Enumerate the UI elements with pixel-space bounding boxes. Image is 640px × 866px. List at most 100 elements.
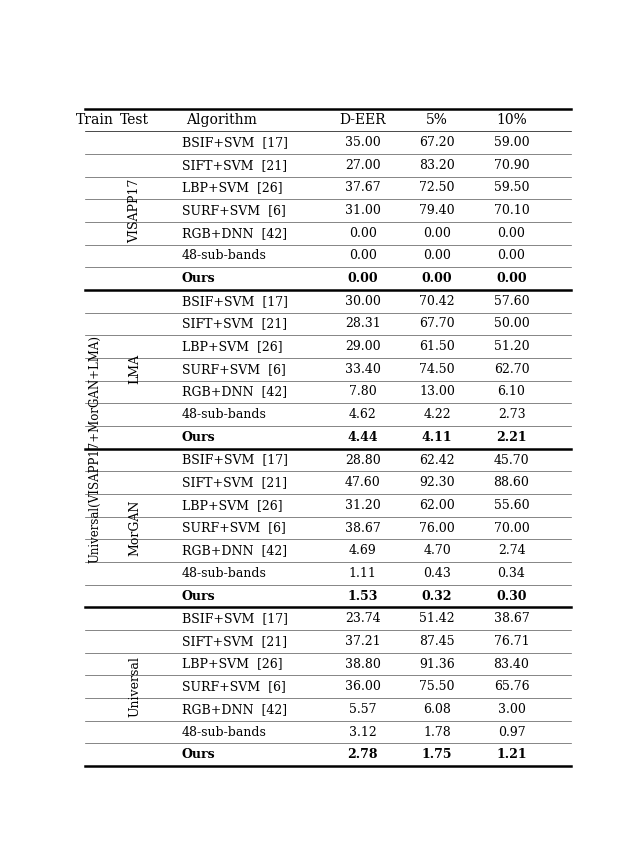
Text: 13.00: 13.00: [419, 385, 455, 398]
Text: BSIF+SVM  [17]: BSIF+SVM [17]: [182, 612, 288, 625]
Text: 48-sub-bands: 48-sub-bands: [182, 408, 266, 421]
Text: 0.00: 0.00: [497, 249, 525, 262]
Text: 50.00: 50.00: [493, 318, 529, 331]
Text: 79.40: 79.40: [419, 204, 455, 217]
Text: 0.97: 0.97: [498, 726, 525, 739]
Text: 0.32: 0.32: [422, 590, 452, 603]
Text: 0.30: 0.30: [496, 590, 527, 603]
Text: 35.00: 35.00: [345, 136, 381, 149]
Text: RGB+DNN  [42]: RGB+DNN [42]: [182, 227, 287, 240]
Text: 83.40: 83.40: [493, 657, 529, 670]
Text: 55.60: 55.60: [493, 499, 529, 512]
Text: 70.42: 70.42: [419, 294, 455, 307]
Text: SURF+SVM  [6]: SURF+SVM [6]: [182, 521, 285, 534]
Text: 5%: 5%: [426, 113, 448, 127]
Text: 7.80: 7.80: [349, 385, 376, 398]
Text: 0.43: 0.43: [423, 567, 451, 580]
Text: 48-sub-bands: 48-sub-bands: [182, 567, 266, 580]
Text: Ours: Ours: [182, 272, 215, 285]
Text: BSIF+SVM  [17]: BSIF+SVM [17]: [182, 136, 288, 149]
Text: 27.00: 27.00: [345, 158, 381, 171]
Text: 1.21: 1.21: [496, 748, 527, 761]
Text: BSIF+SVM  [17]: BSIF+SVM [17]: [182, 294, 288, 307]
Text: 1.53: 1.53: [348, 590, 378, 603]
Text: 1.78: 1.78: [423, 726, 451, 739]
Text: 0.00: 0.00: [349, 249, 377, 262]
Text: 59.00: 59.00: [493, 136, 529, 149]
Text: SURF+SVM  [6]: SURF+SVM [6]: [182, 363, 285, 376]
Text: 76.71: 76.71: [493, 635, 529, 648]
Text: 74.50: 74.50: [419, 363, 455, 376]
Text: LBP+SVM  [26]: LBP+SVM [26]: [182, 340, 282, 353]
Text: LBP+SVM  [26]: LBP+SVM [26]: [182, 182, 282, 195]
Text: 4.22: 4.22: [423, 408, 451, 421]
Text: 45.70: 45.70: [493, 454, 529, 467]
Text: 62.00: 62.00: [419, 499, 455, 512]
Text: 37.21: 37.21: [345, 635, 381, 648]
Text: 91.36: 91.36: [419, 657, 455, 670]
Text: RGB+DNN  [42]: RGB+DNN [42]: [182, 544, 287, 557]
Text: 4.11: 4.11: [422, 430, 452, 444]
Text: 59.50: 59.50: [494, 182, 529, 195]
Text: Universal: Universal: [128, 656, 141, 717]
Text: 92.30: 92.30: [419, 476, 455, 489]
Text: 51.42: 51.42: [419, 612, 455, 625]
Text: 75.50: 75.50: [419, 680, 455, 693]
Text: 0.34: 0.34: [497, 567, 525, 580]
Text: 5.57: 5.57: [349, 703, 376, 716]
Text: 0.00: 0.00: [348, 272, 378, 285]
Text: 4.69: 4.69: [349, 544, 376, 557]
Text: 51.20: 51.20: [493, 340, 529, 353]
Text: LBP+SVM  [26]: LBP+SVM [26]: [182, 499, 282, 512]
Text: D-EER: D-EER: [339, 113, 386, 127]
Text: 83.20: 83.20: [419, 158, 455, 171]
Text: 0.00: 0.00: [496, 272, 527, 285]
Text: 29.00: 29.00: [345, 340, 381, 353]
Text: SIFT+SVM  [21]: SIFT+SVM [21]: [182, 158, 287, 171]
Text: Test: Test: [120, 113, 149, 127]
Text: 6.10: 6.10: [497, 385, 525, 398]
Text: Ours: Ours: [182, 430, 215, 444]
Text: 0.00: 0.00: [423, 249, 451, 262]
Text: 67.70: 67.70: [419, 318, 455, 331]
Text: Train: Train: [76, 113, 114, 127]
Text: SIFT+SVM  [21]: SIFT+SVM [21]: [182, 318, 287, 331]
Text: SIFT+SVM  [21]: SIFT+SVM [21]: [182, 476, 287, 489]
Text: 62.70: 62.70: [493, 363, 529, 376]
Text: 30.00: 30.00: [345, 294, 381, 307]
Text: 0.00: 0.00: [423, 227, 451, 240]
Text: 76.00: 76.00: [419, 521, 455, 534]
Text: 48-sub-bands: 48-sub-bands: [182, 249, 266, 262]
Text: 70.90: 70.90: [493, 158, 529, 171]
Text: 2.78: 2.78: [348, 748, 378, 761]
Text: RGB+DNN  [42]: RGB+DNN [42]: [182, 703, 287, 716]
Text: 0.00: 0.00: [349, 227, 377, 240]
Text: 3.00: 3.00: [497, 703, 525, 716]
Text: VISAPP17: VISAPP17: [128, 178, 141, 242]
Text: Algorithm: Algorithm: [186, 113, 257, 127]
Text: 23.74: 23.74: [345, 612, 381, 625]
Text: 4.44: 4.44: [348, 430, 378, 444]
Text: RGB+DNN  [42]: RGB+DNN [42]: [182, 385, 287, 398]
Text: 88.60: 88.60: [493, 476, 529, 489]
Text: 28.80: 28.80: [345, 454, 381, 467]
Text: 4.70: 4.70: [423, 544, 451, 557]
Text: 47.60: 47.60: [345, 476, 381, 489]
Text: 65.76: 65.76: [493, 680, 529, 693]
Text: 31.20: 31.20: [345, 499, 381, 512]
Text: 1.11: 1.11: [349, 567, 377, 580]
Text: 62.42: 62.42: [419, 454, 455, 467]
Text: 3.12: 3.12: [349, 726, 376, 739]
Text: LMA: LMA: [128, 354, 141, 385]
Text: 6.08: 6.08: [423, 703, 451, 716]
Text: 28.31: 28.31: [345, 318, 381, 331]
Text: 38.67: 38.67: [345, 521, 381, 534]
Text: 0.00: 0.00: [497, 227, 525, 240]
Text: 70.00: 70.00: [493, 521, 529, 534]
Text: 4.62: 4.62: [349, 408, 376, 421]
Text: 10%: 10%: [496, 113, 527, 127]
Text: 0.00: 0.00: [422, 272, 452, 285]
Text: 2.21: 2.21: [496, 430, 527, 444]
Text: 36.00: 36.00: [345, 680, 381, 693]
Text: 2.74: 2.74: [498, 544, 525, 557]
